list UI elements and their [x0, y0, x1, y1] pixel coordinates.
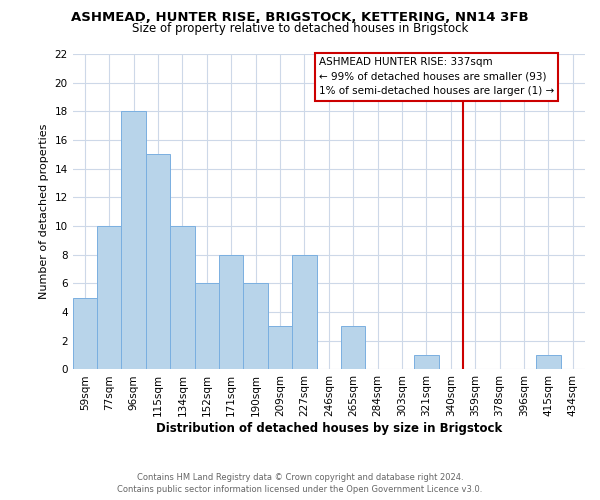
Bar: [97, 226, 121, 370]
Bar: [341, 326, 365, 370]
Bar: [536, 355, 560, 370]
Bar: [170, 226, 194, 370]
Bar: [121, 112, 146, 370]
Bar: [244, 284, 268, 370]
Y-axis label: Number of detached properties: Number of detached properties: [39, 124, 49, 300]
X-axis label: Distribution of detached houses by size in Brigstock: Distribution of detached houses by size …: [156, 422, 502, 435]
Bar: [194, 284, 219, 370]
Text: Contains HM Land Registry data © Crown copyright and database right 2024.
Contai: Contains HM Land Registry data © Crown c…: [118, 472, 482, 494]
Bar: [219, 254, 244, 370]
Bar: [268, 326, 292, 370]
Text: ASHMEAD, HUNTER RISE, BRIGSTOCK, KETTERING, NN14 3FB: ASHMEAD, HUNTER RISE, BRIGSTOCK, KETTERI…: [71, 11, 529, 24]
Bar: [73, 298, 97, 370]
Text: ASHMEAD HUNTER RISE: 337sqm
← 99% of detached houses are smaller (93)
1% of semi: ASHMEAD HUNTER RISE: 337sqm ← 99% of det…: [319, 57, 554, 96]
Bar: [414, 355, 439, 370]
Text: Size of property relative to detached houses in Brigstock: Size of property relative to detached ho…: [132, 22, 468, 35]
Bar: [146, 154, 170, 370]
Bar: [292, 254, 317, 370]
